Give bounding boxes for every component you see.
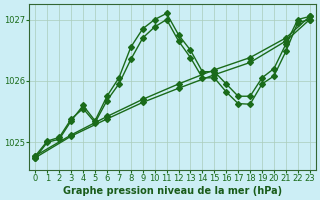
X-axis label: Graphe pression niveau de la mer (hPa): Graphe pression niveau de la mer (hPa) [63, 186, 282, 196]
